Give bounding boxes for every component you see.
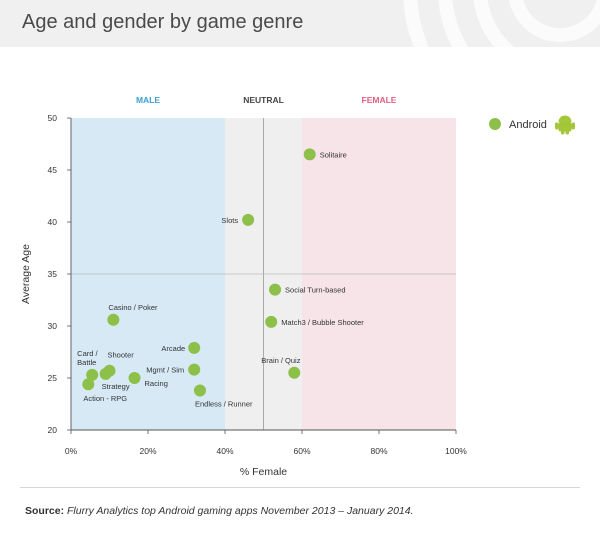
axes: 20 25 30 35 40 45 50 0% 20% 40% 60% 80% 100% % Female… <box>20 113 467 478</box>
data-label: Racing <box>145 379 168 388</box>
y-tick-label: 20 <box>48 425 58 435</box>
data-point <box>193 384 206 397</box>
source-text: Flurry Analytics top Android gaming apps… <box>67 505 414 517</box>
zone-label-female: FEMALE <box>362 95 397 105</box>
y-tick-label: 30 <box>48 321 58 331</box>
header-decoration <box>403 0 600 47</box>
data-label: Arcade <box>161 344 185 353</box>
data-point <box>188 341 201 354</box>
source-label: Source: <box>25 505 65 517</box>
x-axis-title: % Female <box>240 466 287 478</box>
legend: Android <box>489 115 575 135</box>
data-point <box>303 148 316 161</box>
header-bar: Age and gender by game genre <box>0 0 600 47</box>
zone-label-neutral: NEUTRAL <box>243 95 284 105</box>
footer-divider <box>20 487 580 488</box>
x-tick-label: 0% <box>65 446 78 456</box>
data-label: Mgmt / Sim <box>146 366 184 375</box>
x-tick-label: 100% <box>445 446 467 456</box>
y-tick-label: 35 <box>48 269 58 279</box>
data-point <box>86 368 99 381</box>
data-label: Brain / Quiz <box>261 356 300 365</box>
data-point <box>107 313 120 326</box>
x-tick-label: 80% <box>370 446 387 456</box>
data-point <box>82 378 95 391</box>
y-tick-label: 25 <box>48 373 58 383</box>
data-label: Strategy <box>102 382 130 391</box>
x-tick-label: 40% <box>216 446 233 456</box>
data-label: Social Turn-based <box>285 286 345 295</box>
data-point <box>128 372 141 384</box>
data-label: Action - RPG <box>83 394 127 403</box>
page-title: Age and gender by game genre <box>22 11 304 33</box>
scatter-chart: MALE NEUTRAL FEMALE 20 25 30 35 40 45 50 0% 20% 40%… <box>20 95 575 478</box>
y-tick-label: 40 <box>48 217 58 227</box>
data-label: Card / Battle <box>77 349 98 367</box>
data-label: Solitaire <box>320 150 347 159</box>
zone-label-male: MALE <box>136 95 160 105</box>
data-label: Match3 / Bubble Shooter <box>281 318 364 327</box>
data-point <box>188 363 201 376</box>
x-tick-label: 60% <box>293 446 310 456</box>
legend-label: Android <box>509 119 547 131</box>
data-label: Slots <box>221 216 238 225</box>
data-label: Casino / Poker <box>108 303 158 312</box>
y-axis-title: Average Age <box>20 244 32 304</box>
x-tick-label: 20% <box>139 446 156 456</box>
android-icon <box>555 115 575 135</box>
data-label: Shooter <box>108 351 135 360</box>
reference-lines <box>71 118 456 430</box>
data-point <box>265 315 278 328</box>
data-point <box>288 366 301 379</box>
data-points: Solitaire Slots Social Turn-based Casino / … <box>77 148 364 408</box>
data-point <box>99 367 112 380</box>
data-point <box>269 283 282 296</box>
data-point <box>242 213 255 226</box>
data-label: Endless / Runner <box>195 399 253 408</box>
y-tick-label: 50 <box>48 113 58 123</box>
y-tick-label: 45 <box>48 165 58 175</box>
legend-marker <box>489 118 501 130</box>
source-note: Source: Flurry Analytics top Android gam… <box>25 505 414 517</box>
